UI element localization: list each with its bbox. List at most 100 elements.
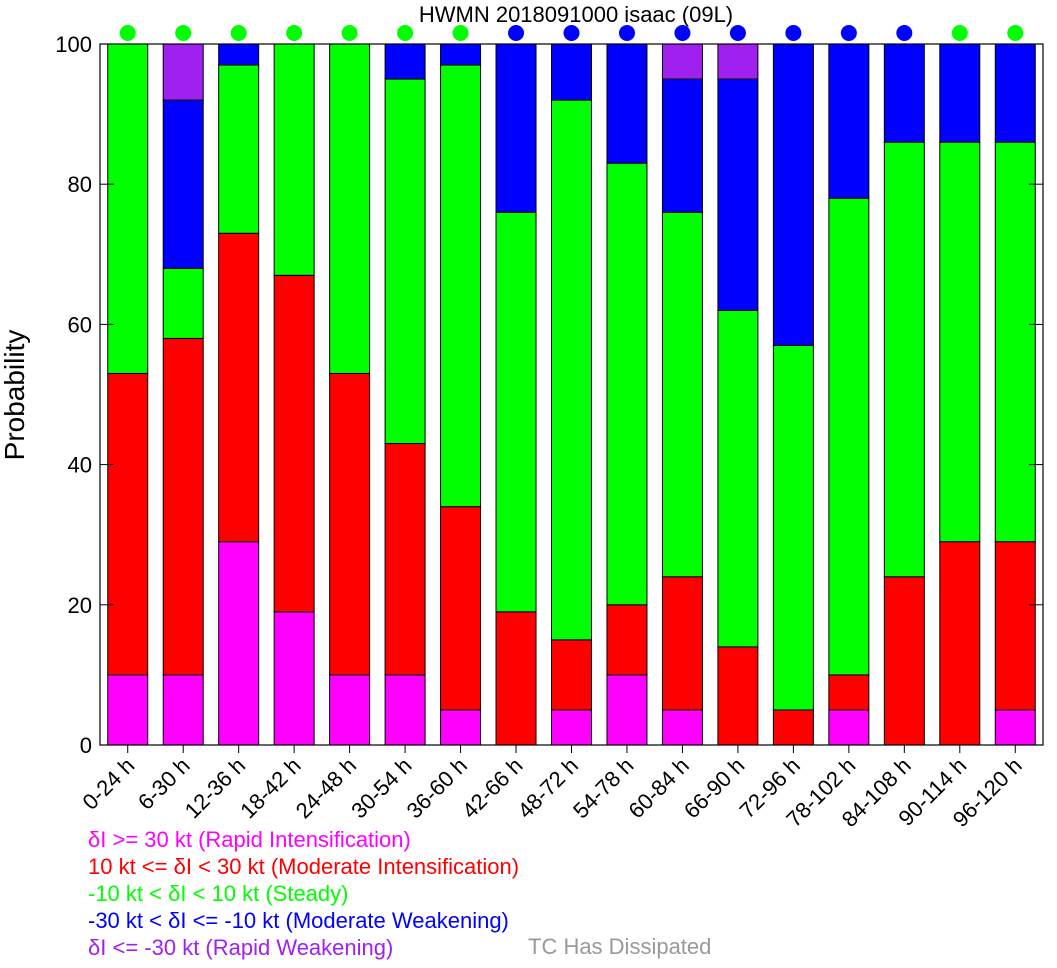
bar-54-78h-series-1 [606,604,648,676]
status-dot-42-66h [508,25,525,41]
y-ticks-group: 0 20 40 60 80 100 [55,32,92,758]
y-tick-label: 20 [68,593,92,618]
legend-entry-dissipated: TC Has Dissipated [528,934,712,959]
bar-66-90h-series-2 [717,309,759,648]
bar-6-30h-series-3 [162,99,204,269]
bar-12-36h-series-1 [218,232,260,543]
bar-54-78h-series-2 [606,162,648,606]
status-dot-18-42h [286,25,303,41]
bar-0-24h-series-2 [107,43,149,374]
x-tick-label: 36-60 h [402,753,472,823]
legend: δI >= 30 kt (Rapid Intensification) 10 k… [88,826,519,961]
status-dot-78-102h [840,25,857,41]
bar-66-90h-series-1 [717,646,759,746]
bar-78-102h-series-0 [828,709,870,746]
bar-36-60h-series-1 [440,506,482,711]
bar-48-72h-series-1 [551,639,592,711]
bar-24-48h-series-1 [329,372,371,676]
status-dot-66-90h [729,25,746,41]
status-dot-24-48h [341,25,358,41]
bar-96-120h-series-0 [994,709,1036,746]
bar-0-24h-series-1 [107,372,149,676]
bar-6-30h-series-2 [162,267,204,339]
bar-30-54h-series-1 [384,443,426,676]
bar-30-54h-series-2 [384,78,426,445]
status-dot-96-120h [1007,25,1024,41]
bar-78-102h-series-3 [828,43,870,199]
bar-78-102h-series-2 [828,197,870,676]
bar-24-48h-series-0 [329,674,371,746]
bar-90-114h-series-1 [939,541,981,746]
bar-48-72h-series-3 [551,43,592,101]
x-tick-label: 12-36 h [180,753,250,823]
bar-66-90h-series-3 [717,78,759,311]
x-tick-label: 24-48 h [291,753,361,823]
bar-66-90h-series-4 [717,43,759,80]
y-tick-label: 100 [55,32,92,57]
bar-96-120h-series-2 [994,141,1036,543]
status-dot-72-96h [785,25,802,41]
bar-0-24h-series-0 [107,674,149,746]
legend-entry-steady: -10 kt < δI < 10 kt (Steady) [88,881,349,906]
x-tick-label: 42-66 h [457,753,527,823]
bar-12-36h-series-0 [218,541,260,746]
bar-6-30h-series-4 [162,43,204,101]
bar-42-66h-series-3 [495,43,537,213]
y-tick-label: 80 [68,172,92,197]
bar-18-42h-series-0 [273,611,315,746]
bar-18-42h-series-1 [273,274,315,613]
bar-18-42h-series-2 [273,43,315,276]
status-dots-group [119,25,1024,41]
legend-entry-rapid-weakening: δI <= -30 kt (Rapid Weakening) [88,935,394,960]
x-tick-label: 66-90 h [679,753,749,823]
bar-6-30h-series-0 [162,674,204,746]
chart-title: HWMN 2018091000 isaac (09L) [419,2,733,27]
bar-72-96h-series-3 [772,43,814,346]
status-dot-12-36h [230,25,247,41]
legend-entry-moderate-weakening: -30 kt < δI <= -10 kt (Moderate Weakenin… [88,908,509,933]
status-dot-60-84h [674,25,691,41]
x-tick-label: 0-24 h [77,753,139,815]
bar-30-54h-series-0 [384,674,426,746]
bar-12-36h-series-3 [218,43,260,66]
x-tick-label: 60-84 h [624,753,694,823]
x-tick-label: 54-78 h [568,753,638,823]
bar-96-120h-series-1 [994,541,1036,711]
bar-36-60h-series-2 [440,64,482,508]
bar-12-36h-series-2 [218,64,260,234]
status-dot-30-54h [397,25,414,41]
axes-group [99,43,1044,753]
bar-48-72h-series-2 [551,99,592,641]
y-axis-label: Probability [0,330,30,461]
bar-24-48h-series-2 [329,43,371,374]
bar-36-60h-series-3 [440,43,482,66]
status-dot-54-78h [618,25,635,41]
x-ticks-group: 0-24 h6-30 h12-36 h18-42 h24-48 h30-54 h… [77,753,1026,832]
plot-frame [99,43,1044,746]
y-tick-label: 0 [80,733,92,758]
bar-60-84h-series-0 [661,709,703,746]
status-dot-6-30h [175,25,192,41]
bar-42-66h-series-2 [495,211,537,613]
bar-90-114h-series-3 [939,43,981,143]
bar-42-66h-series-1 [495,611,537,746]
bars-group [107,43,1036,746]
bar-36-60h-series-0 [440,709,482,746]
x-tick-label: 30-54 h [346,753,416,823]
bar-60-84h-series-3 [661,78,703,213]
status-dot-48-72h [563,25,580,41]
legend-entry-moderate-intensification: 10 kt <= δI < 30 kt (Moderate Intensific… [88,854,520,879]
bar-54-78h-series-3 [606,43,648,164]
status-dot-36-60h [452,25,469,41]
x-tick-label: 18-42 h [235,753,305,823]
bar-60-84h-series-2 [661,211,703,578]
bar-84-108h-series-1 [883,576,925,746]
bar-6-30h-series-1 [162,337,204,676]
bar-72-96h-series-1 [772,709,814,746]
bar-96-120h-series-3 [994,43,1036,143]
status-dot-0-24h [119,25,136,41]
bar-60-84h-series-4 [661,43,703,80]
y-tick-label: 40 [68,453,92,478]
x-tick-label: 48-72 h [513,753,583,823]
